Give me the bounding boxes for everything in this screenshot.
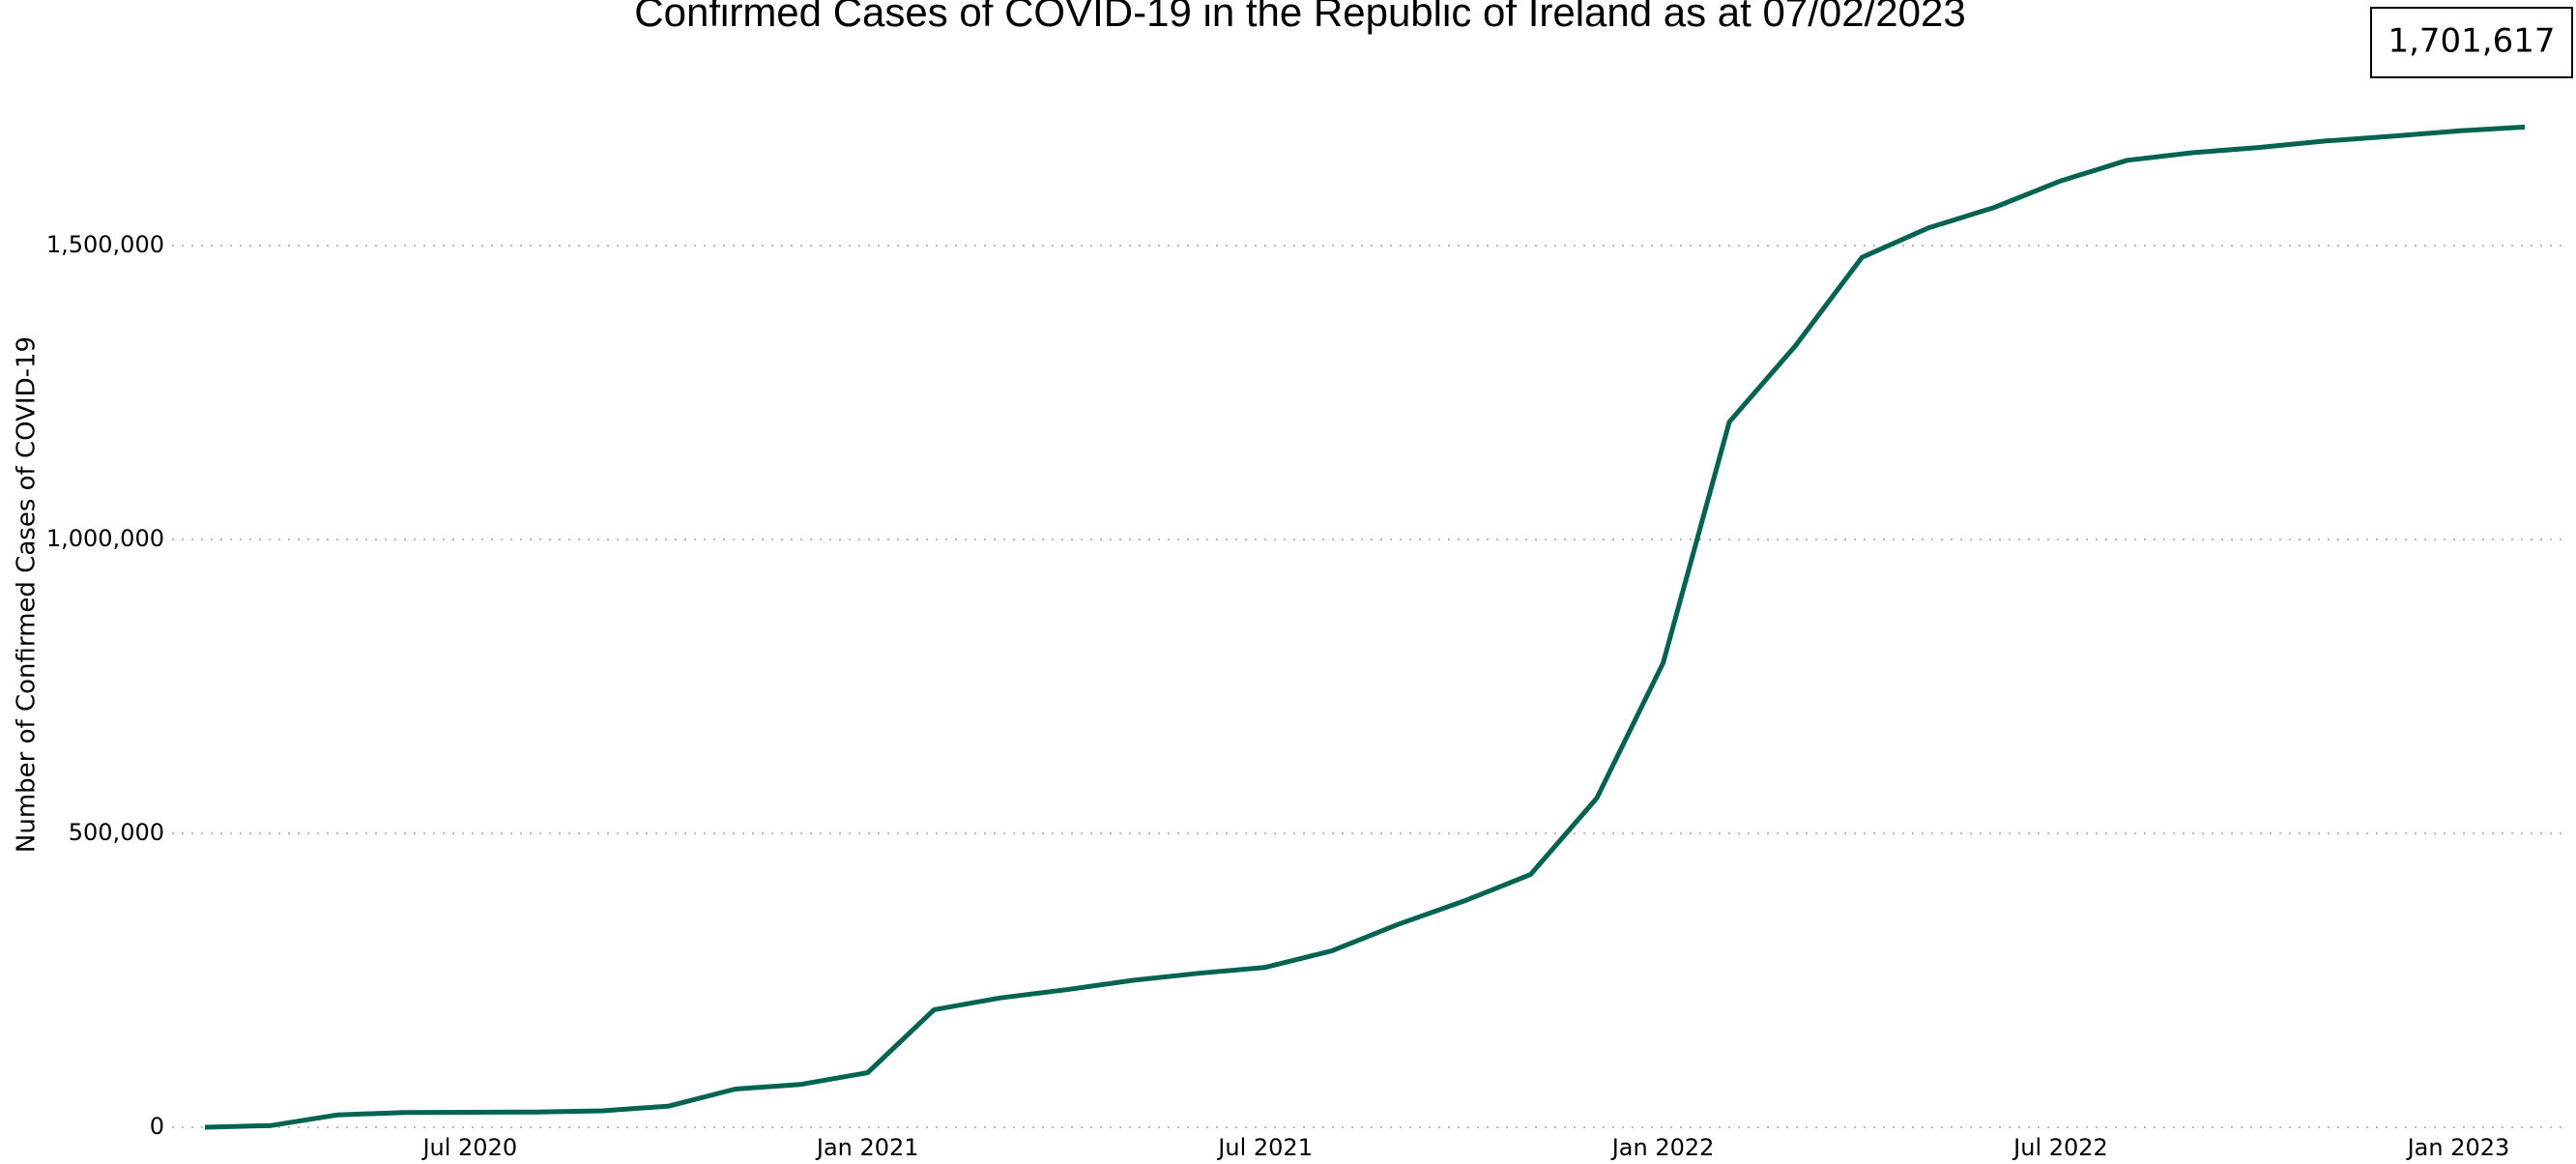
annotation: 1,701,617 [2388, 22, 2555, 61]
annotation-box [2370, 7, 2573, 78]
x-tick-label: Jul 2020 [420, 1134, 517, 1161]
y-tick-label: 0 [150, 1113, 164, 1140]
y-tick-label: 500,000 [69, 819, 164, 846]
y-axis-label: Number of Confirmed Cases of COVID-19 [13, 336, 42, 853]
x-tick-label: Jan 2021 [815, 1134, 919, 1161]
x-tick-label: Jan 2023 [2406, 1134, 2510, 1161]
x-tick-label: Jul 2021 [1216, 1134, 1313, 1161]
y-tick-label: 1,000,000 [46, 525, 164, 552]
line-series [204, 124, 2526, 1130]
chart-title: Confirmed Cases of COVID-19 in the Repub… [634, 0, 1965, 35]
y-tick-label: 1,500,000 [46, 231, 164, 258]
x-tick-label: Jul 2022 [2012, 1134, 2108, 1161]
x-tick-label: Jan 2022 [1610, 1134, 1715, 1161]
